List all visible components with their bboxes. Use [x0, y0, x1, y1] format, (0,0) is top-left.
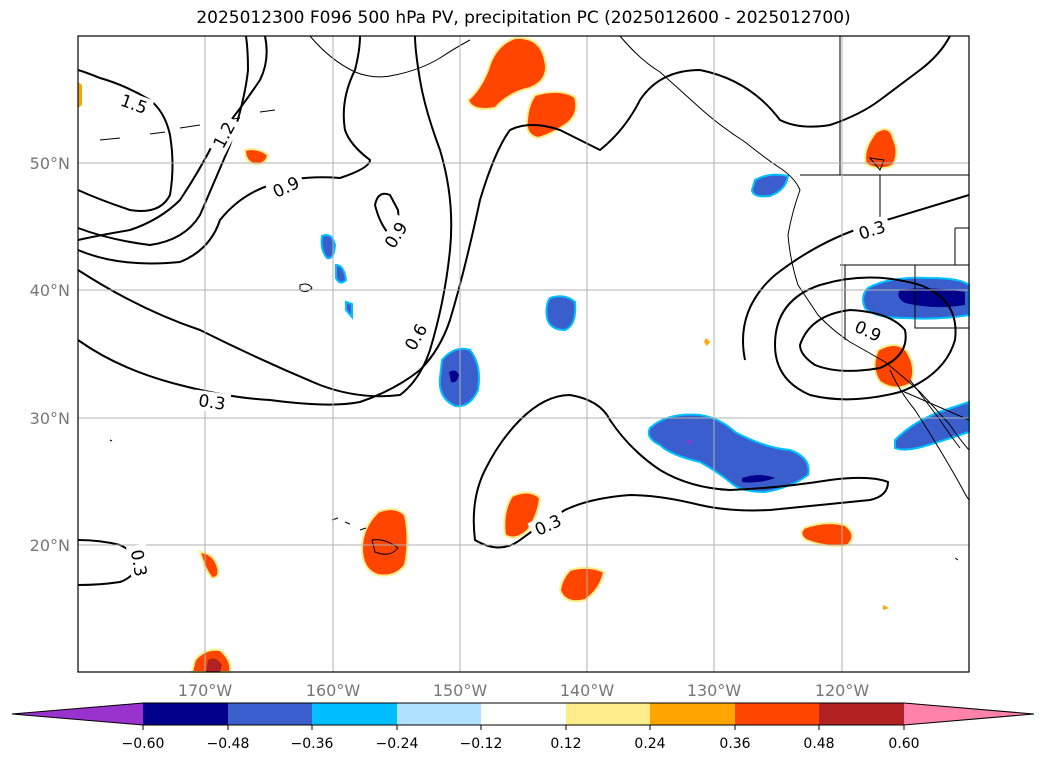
contour-1.5 — [77, 69, 174, 212]
colorbar-max-arrow — [904, 703, 1034, 725]
coastline-baja — [889, 369, 970, 501]
precip-blob — [750, 173, 790, 198]
coastline-alaska — [309, 35, 471, 78]
contour-outer-nw — [77, 35, 250, 247]
precip-blob — [525, 91, 578, 140]
precip-blob-core — [449, 370, 459, 383]
lon-label: 140°W — [560, 681, 615, 700]
state-border — [914, 265, 969, 329]
map-title: 2025012300 F096 500 hPa PV, precipitatio… — [196, 8, 851, 28]
colorbar-tick-label: 0.12 — [550, 736, 581, 752]
precip-blob — [438, 347, 480, 408]
contour-0.3-west — [77, 35, 951, 406]
hawaii-islands — [331, 517, 399, 555]
island-dot — [299, 283, 313, 293]
lat-label: 50°N — [30, 154, 70, 173]
colorbar-tick-label: −0.48 — [207, 736, 250, 752]
colorbar-min-arrow — [12, 703, 143, 725]
contour-0.9-west — [77, 35, 372, 265]
border-us-mexico — [899, 389, 970, 421]
precip-blob-small — [704, 338, 710, 346]
contour-label: 0.3 — [126, 548, 150, 578]
precip-blob — [545, 295, 577, 332]
map-area: 1.5 1.2 0.9 0.9 0.6 0.3 0.3 0.3 0.3 0.9 — [77, 35, 970, 673]
colorbar-tick-label: −0.24 — [376, 736, 419, 752]
gridlines — [78, 36, 969, 672]
contour-inner — [798, 308, 907, 372]
coastlines — [99, 35, 970, 561]
precip-blob — [466, 36, 547, 110]
contour-0.6 — [77, 35, 453, 398]
colorbar-segment — [566, 703, 650, 725]
colorbar-tick-label: −0.60 — [122, 736, 165, 752]
lon-label: 170°W — [178, 681, 233, 700]
precip-negative-shading — [320, 173, 970, 494]
lon-axis: 170°W 160°W 150°W 140°W 130°W 120°W — [178, 681, 870, 700]
contour-0.3-loop — [472, 393, 890, 549]
precip-positive-shading — [78, 36, 915, 673]
colorbar-ticks — [142, 725, 905, 730]
contour-0.9-east — [773, 276, 957, 401]
lat-label: 20°N — [30, 536, 70, 555]
state-border — [954, 227, 969, 265]
precip-blob — [503, 491, 542, 539]
colorbar-tick-label: −0.12 — [460, 736, 503, 752]
island-dot — [954, 557, 959, 561]
island-dot — [868, 157, 885, 171]
lat-label: 40°N — [30, 281, 70, 300]
precip-blob — [335, 263, 348, 284]
precip-blob-dark — [206, 658, 222, 672]
colorbar-tick-label: 0.36 — [719, 736, 750, 752]
colorbar-segment — [143, 703, 228, 725]
colorbar-tick-label: −0.36 — [291, 736, 334, 752]
colorbar-segment — [228, 703, 312, 725]
precip-blob-core — [686, 440, 692, 445]
coastline-alaska-islands — [99, 109, 276, 141]
lon-label: 120°W — [815, 681, 870, 700]
precip-blob-small — [883, 605, 889, 610]
precip-blob — [345, 300, 353, 320]
contour-labels: 1.5 1.2 0.9 0.9 0.6 0.3 0.3 0.3 0.3 0.9 — [113, 88, 893, 583]
precip-blob — [243, 148, 270, 166]
lon-label: 150°W — [433, 681, 488, 700]
lon-label: 160°W — [306, 681, 361, 700]
precip-blob-edge — [78, 82, 82, 108]
coastline-gulf — [909, 379, 961, 449]
colorbar-tick-label: 0.60 — [888, 736, 919, 752]
precip-blob-core — [742, 475, 775, 483]
contour-label: 0.3 — [197, 391, 227, 415]
precip-blob — [558, 566, 606, 603]
colorbar-tick-label: 0.48 — [803, 736, 834, 752]
island-dot — [109, 439, 113, 442]
map-frame — [77, 35, 970, 673]
colorbar: −0.60 −0.48 −0.36 −0.24 −0.12 0.12 0.24 … — [11, 702, 1035, 752]
colorbar-segment — [312, 703, 397, 725]
pv-contours — [77, 35, 970, 586]
lon-label: 130°W — [687, 681, 742, 700]
colorbar-segment — [735, 703, 819, 725]
contour-0.3-east — [742, 194, 970, 361]
colorbar-segment — [397, 703, 481, 725]
colorbar-segment — [481, 703, 566, 725]
colorbar-tick-label: 0.24 — [634, 736, 665, 752]
colorbar-segment — [650, 703, 735, 725]
lat-label: 30°N — [30, 409, 70, 428]
lat-axis: 50°N 40°N 30°N 20°N — [30, 154, 70, 555]
contour-1.2 — [77, 35, 268, 241]
colorbar-segment — [819, 703, 904, 725]
